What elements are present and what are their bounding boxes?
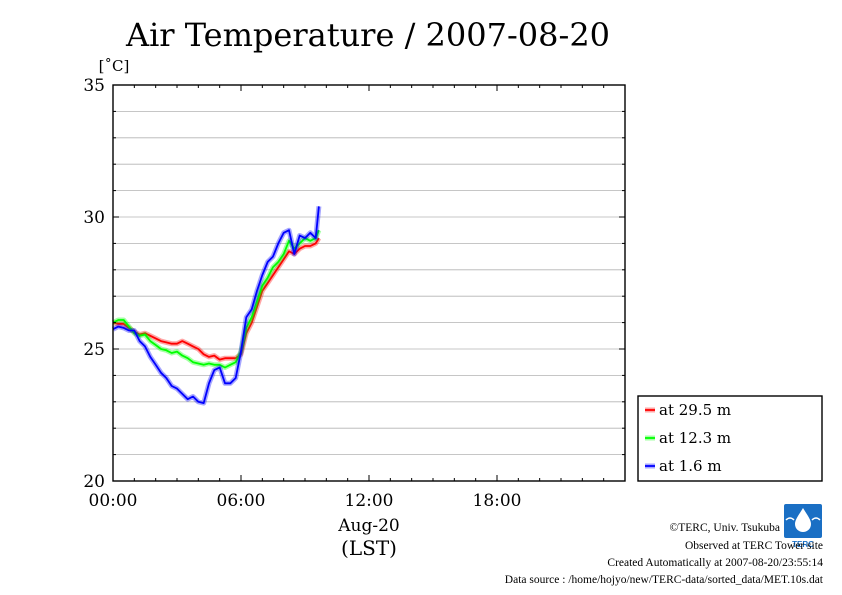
- series-line: [112, 229, 320, 369]
- legend-box: [637, 395, 823, 482]
- footer-observed: Observed at TERC Tower site: [685, 540, 823, 552]
- legend-label: at 12.3 m: [659, 429, 731, 447]
- legend-label: at 1.6 m: [659, 457, 722, 475]
- x-tick-label: 18:00: [473, 491, 522, 511]
- x-tick-labels: 00:00 06:00 12:00 18:00: [89, 491, 522, 511]
- plot-frame: [112, 84, 626, 482]
- series-line: [112, 206, 320, 405]
- x-axis-date-label: Aug-20: [337, 516, 399, 536]
- series-line: [112, 237, 320, 361]
- y-tick-label: 20: [83, 472, 105, 492]
- y-tick-labels: 20 25 30 35: [83, 76, 105, 492]
- water-drop-icon: [795, 508, 811, 532]
- series-halo: [111, 206, 322, 406]
- axis-ticks: [112, 84, 626, 482]
- logo-text: TERC: [792, 540, 814, 549]
- footer-copyright: ©TERC, Univ. Tsukuba: [670, 522, 780, 534]
- series-lines: [111, 206, 322, 406]
- terc-logo: TERC: [784, 504, 822, 549]
- legend-label: at 29.5 m: [659, 401, 731, 419]
- footer-source: Data source : /home/hojyo/new/TERC-data/…: [505, 574, 824, 586]
- y-tick-label: 30: [83, 208, 105, 228]
- x-axis-timezone-label: (LST): [341, 536, 397, 560]
- y-axis-unit-label: [˚C]: [99, 57, 130, 75]
- legend: at 29.5 m at 12.3 m at 1.6 m: [637, 395, 823, 482]
- chart-title: Air Temperature / 2007-08-20: [125, 16, 610, 54]
- footer-created: Created Automatically at 2007-08-20/23:5…: [607, 557, 823, 569]
- grid-lines: [113, 111, 625, 456]
- x-tick-label: 12:00: [345, 491, 394, 511]
- x-tick-label: 06:00: [217, 491, 266, 511]
- y-tick-label: 35: [83, 76, 105, 96]
- y-tick-label: 25: [83, 340, 105, 360]
- x-tick-label: 00:00: [89, 491, 138, 511]
- series-halo: [112, 236, 322, 363]
- wave-icon: [785, 517, 821, 521]
